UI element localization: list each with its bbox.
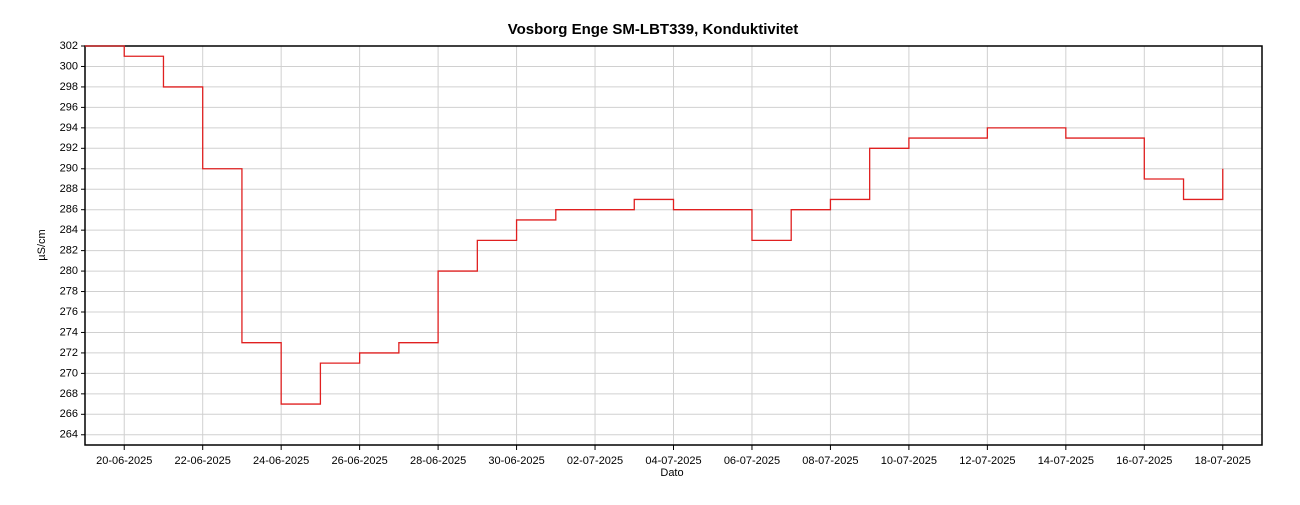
x-tick-label: 08-07-2025: [802, 455, 858, 467]
y-tick-label: 286: [60, 204, 78, 216]
y-tick-label: 272: [60, 347, 78, 359]
y-tick-label: 290: [60, 163, 78, 175]
y-tick-label: 294: [60, 122, 78, 134]
x-tick-label: 12-07-2025: [959, 455, 1015, 467]
y-tick-label: 302: [60, 40, 78, 52]
y-tick-label: 288: [60, 183, 78, 195]
y-tick-label: 270: [60, 367, 78, 379]
y-tick-label: 292: [60, 142, 78, 154]
x-tick-label: 04-07-2025: [645, 455, 701, 467]
y-tick-label: 284: [60, 224, 78, 236]
y-tick-label: 296: [60, 101, 78, 113]
data-line: [85, 45, 1224, 405]
chart-title: Vosborg Enge SM-LBT339, Konduktivitet: [508, 21, 799, 38]
x-tick-label: 24-06-2025: [253, 455, 309, 467]
x-tick-label: 22-06-2025: [175, 455, 231, 467]
x-tick-label: 18-07-2025: [1195, 455, 1251, 467]
x-tick-label: 06-07-2025: [724, 455, 780, 467]
y-tick-label: 276: [60, 306, 78, 318]
y-tick-label: 300: [60, 60, 78, 72]
y-axis-label: µS/cm: [36, 229, 48, 260]
plot-frame: [84, 45, 1263, 446]
y-tick-label: 264: [60, 429, 78, 441]
x-tick-label: 02-07-2025: [567, 455, 623, 467]
x-tick-label: 10-07-2025: [881, 455, 937, 467]
y-tick-label: 298: [60, 81, 78, 93]
x-tick-label: 28-06-2025: [410, 455, 466, 467]
x-tick-label: 26-06-2025: [331, 455, 387, 467]
x-tick-label: 30-06-2025: [488, 455, 544, 467]
x-tick-label: 14-07-2025: [1038, 455, 1094, 467]
y-tick-label: 278: [60, 285, 78, 297]
y-tick-label: 280: [60, 265, 78, 277]
y-tick-label: 274: [60, 326, 78, 338]
y-tick-label: 266: [60, 408, 78, 420]
x-axis-label: Dato: [660, 467, 683, 479]
x-tick-label: 20-06-2025: [96, 455, 152, 467]
x-tick-label: 16-07-2025: [1116, 455, 1172, 467]
y-tick-label: 268: [60, 388, 78, 400]
y-tick-label: 282: [60, 245, 78, 257]
